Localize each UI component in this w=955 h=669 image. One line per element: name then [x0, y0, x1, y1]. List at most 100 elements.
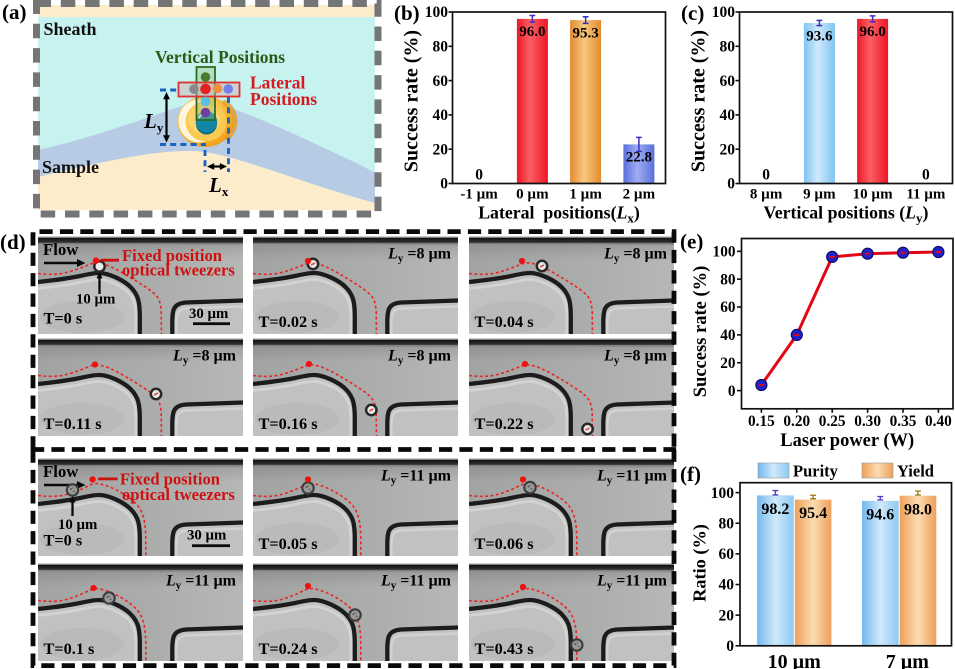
svg-text:94.6: 94.6: [866, 506, 894, 523]
svg-text:Ly =11 µm: Ly =11 µm: [595, 573, 667, 592]
svg-text:Lateral positions(Lx): Lateral positions(Lx): [478, 202, 640, 225]
svg-text:Ly =11 µm: Ly =11 µm: [380, 468, 452, 487]
svg-text:40: 40: [719, 577, 735, 594]
svg-text:Ly =8 µm: Ly =8 µm: [387, 348, 452, 367]
svg-text:Vertical positions (Ly): Vertical positions (Ly): [764, 202, 929, 225]
svg-text:98.2: 98.2: [761, 501, 789, 518]
svg-text:80: 80: [720, 39, 736, 56]
svg-text:7 µm: 7 µm: [886, 651, 930, 669]
svg-text:T=0.43 s: T=0.43 s: [474, 639, 533, 658]
svg-text:93.6: 93.6: [806, 28, 833, 44]
svg-text:T=0 s: T=0 s: [44, 531, 83, 550]
svg-text:0.30: 0.30: [854, 413, 881, 430]
svg-text:100: 100: [712, 4, 736, 21]
svg-text:T=0.04 s: T=0.04 s: [474, 312, 533, 331]
svg-text:Success rate (%): Success rate (%): [691, 266, 711, 398]
svg-text:Yield: Yield: [897, 462, 934, 481]
svg-text:30 µm: 30 µm: [189, 306, 229, 322]
svg-text:Purity: Purity: [793, 462, 839, 481]
svg-text:0: 0: [728, 383, 736, 400]
svg-text:Ly: Ly: [143, 109, 164, 135]
svg-text:Fixed position: Fixed position: [122, 246, 222, 265]
svg-text:60: 60: [433, 73, 449, 90]
svg-text:60: 60: [720, 73, 736, 90]
svg-text:Ly =11 µm: Ly =11 µm: [595, 468, 667, 487]
svg-text:0 µm: 0 µm: [516, 187, 549, 203]
svg-text:Ly =8 µm: Ly =8 µm: [172, 348, 237, 367]
svg-text:100: 100: [713, 244, 736, 261]
svg-text:Ly =11 µm: Ly =11 µm: [165, 573, 237, 592]
svg-text:0: 0: [922, 167, 930, 184]
svg-text:Laser power (W): Laser power (W): [780, 431, 914, 451]
svg-text:0.40: 0.40: [925, 413, 952, 430]
svg-text:1 µm: 1 µm: [569, 187, 602, 203]
svg-text:Positions: Positions: [250, 89, 317, 109]
svg-text:T=0.05 s: T=0.05 s: [259, 534, 318, 553]
svg-text:T=0.16 s: T=0.16 s: [259, 414, 318, 433]
svg-text:10 µm: 10 µm: [58, 517, 98, 533]
svg-text:Ratio (%): Ratio (%): [690, 524, 711, 602]
svg-text:T=0 s: T=0 s: [44, 309, 83, 328]
svg-text:-1 µm: -1 µm: [460, 187, 498, 203]
svg-text:60: 60: [719, 546, 735, 563]
svg-text:22.8: 22.8: [626, 150, 652, 166]
svg-text:0.20: 0.20: [783, 413, 810, 430]
svg-text:95.3: 95.3: [573, 25, 599, 41]
svg-text:T=0.22 s: T=0.22 s: [474, 414, 533, 433]
svg-text:10 µm: 10 µm: [768, 651, 822, 669]
svg-text:Sample: Sample: [42, 157, 99, 177]
svg-text:10 µm: 10 µm: [76, 292, 116, 308]
svg-text:Lx: Lx: [208, 173, 229, 199]
svg-text:40: 40: [433, 107, 449, 124]
svg-text:Sheath: Sheath: [44, 19, 97, 39]
svg-text:0: 0: [762, 167, 770, 184]
svg-text:8 µm: 8 µm: [750, 187, 783, 203]
svg-text:20: 20: [720, 141, 736, 158]
svg-text:60: 60: [720, 299, 736, 316]
svg-text:20: 20: [720, 355, 736, 372]
svg-text:2 µm: 2 µm: [623, 187, 656, 203]
svg-text:T=0.24 s: T=0.24 s: [259, 639, 318, 658]
svg-text:0.15: 0.15: [748, 413, 775, 430]
svg-text:0: 0: [727, 176, 735, 193]
svg-text:(a): (a): [2, 0, 27, 24]
svg-text:30 µm: 30 µm: [187, 528, 227, 544]
svg-text:96.0: 96.0: [860, 24, 886, 40]
svg-text:Success rate (%): Success rate (%): [688, 30, 710, 172]
svg-text:80: 80: [720, 271, 736, 288]
svg-text:T=0.02 s: T=0.02 s: [259, 312, 318, 331]
svg-text:Ly =8 µm: Ly =8 µm: [603, 246, 668, 265]
svg-text:Fixed position: Fixed position: [120, 469, 220, 488]
svg-text:(b): (b): [394, 1, 420, 25]
svg-text:Vertical Positions: Vertical Positions: [155, 47, 285, 67]
svg-text:100: 100: [711, 485, 735, 502]
svg-text:(e): (e): [680, 230, 703, 254]
svg-text:(c): (c): [681, 1, 704, 25]
svg-text:9 µm: 9 µm: [803, 187, 836, 203]
svg-text:100: 100: [425, 4, 449, 21]
svg-text:(f): (f): [680, 462, 701, 486]
svg-text:20: 20: [433, 141, 449, 158]
svg-text:Flow: Flow: [43, 240, 79, 259]
svg-text:Ly =8 µm: Ly =8 µm: [387, 246, 452, 265]
svg-text:98.0: 98.0: [904, 501, 932, 518]
svg-text:0: 0: [440, 176, 448, 193]
svg-text:T=0.06 s: T=0.06 s: [474, 534, 533, 553]
svg-text:40: 40: [720, 107, 736, 124]
svg-text:80: 80: [433, 39, 449, 56]
svg-text:Ly =8 µm: Ly =8 µm: [603, 348, 668, 367]
svg-text:0: 0: [726, 638, 734, 655]
svg-text:10 µm: 10 µm: [853, 187, 893, 203]
svg-text:optical tweezers: optical tweezers: [122, 261, 235, 280]
svg-text:40: 40: [720, 327, 736, 344]
svg-text:Lateral: Lateral: [250, 73, 306, 93]
svg-text:Ly =11 µm: Ly =11 µm: [380, 573, 452, 592]
svg-text:0.35: 0.35: [890, 413, 917, 430]
svg-text:11 µm: 11 µm: [906, 187, 946, 203]
svg-text:0: 0: [475, 167, 483, 184]
svg-text:95.4: 95.4: [799, 505, 827, 522]
svg-text:Success rate (%): Success rate (%): [401, 30, 423, 172]
svg-text:80: 80: [719, 515, 735, 532]
svg-text:optical tweezers: optical tweezers: [122, 485, 235, 504]
svg-text:(d): (d): [0, 230, 26, 254]
